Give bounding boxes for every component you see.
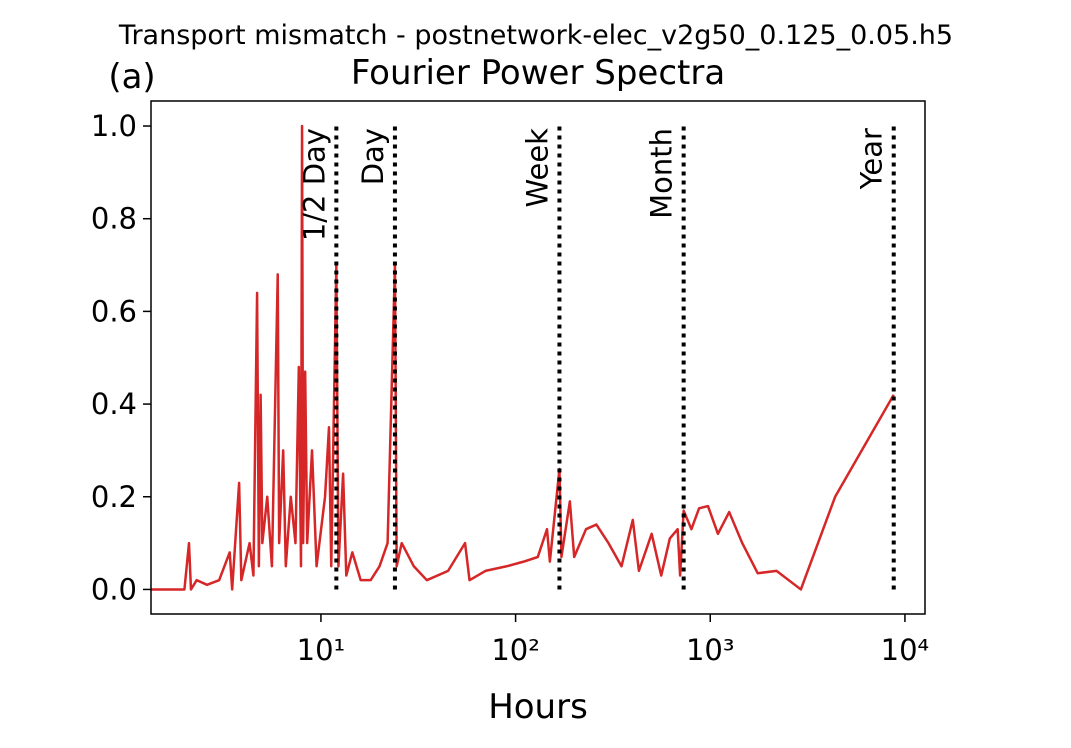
- plot-frame: [150, 100, 926, 615]
- marker-label: Year: [855, 128, 889, 190]
- x-axis-label: Hours: [488, 687, 588, 727]
- y-tick-label: 0.2: [91, 480, 137, 514]
- marker-label: Day: [356, 128, 390, 185]
- y-tick-label: 0.4: [91, 387, 137, 421]
- x-tick-label: 10¹: [297, 633, 346, 667]
- data-line: [151, 124, 895, 591]
- x-tick-label: 10²: [491, 633, 540, 667]
- marker-label: Month: [645, 128, 679, 219]
- x-tick-label: 10³: [686, 633, 735, 667]
- marker-label: Week: [520, 128, 554, 208]
- marker-label: 1/2 Day: [297, 128, 331, 241]
- x-tick-label: 10⁴: [881, 633, 930, 667]
- y-tick-label: 0.0: [91, 572, 137, 606]
- suptitle: Transport mismatch - postnetwork-elec_v2…: [118, 20, 953, 51]
- chart-title: Fourier Power Spectra: [351, 53, 725, 93]
- panel-label: (a): [108, 57, 155, 97]
- y-tick-label: 0.8: [91, 202, 137, 236]
- y-tick-label: 1.0: [91, 109, 137, 143]
- y-tick-label: 0.6: [91, 294, 137, 328]
